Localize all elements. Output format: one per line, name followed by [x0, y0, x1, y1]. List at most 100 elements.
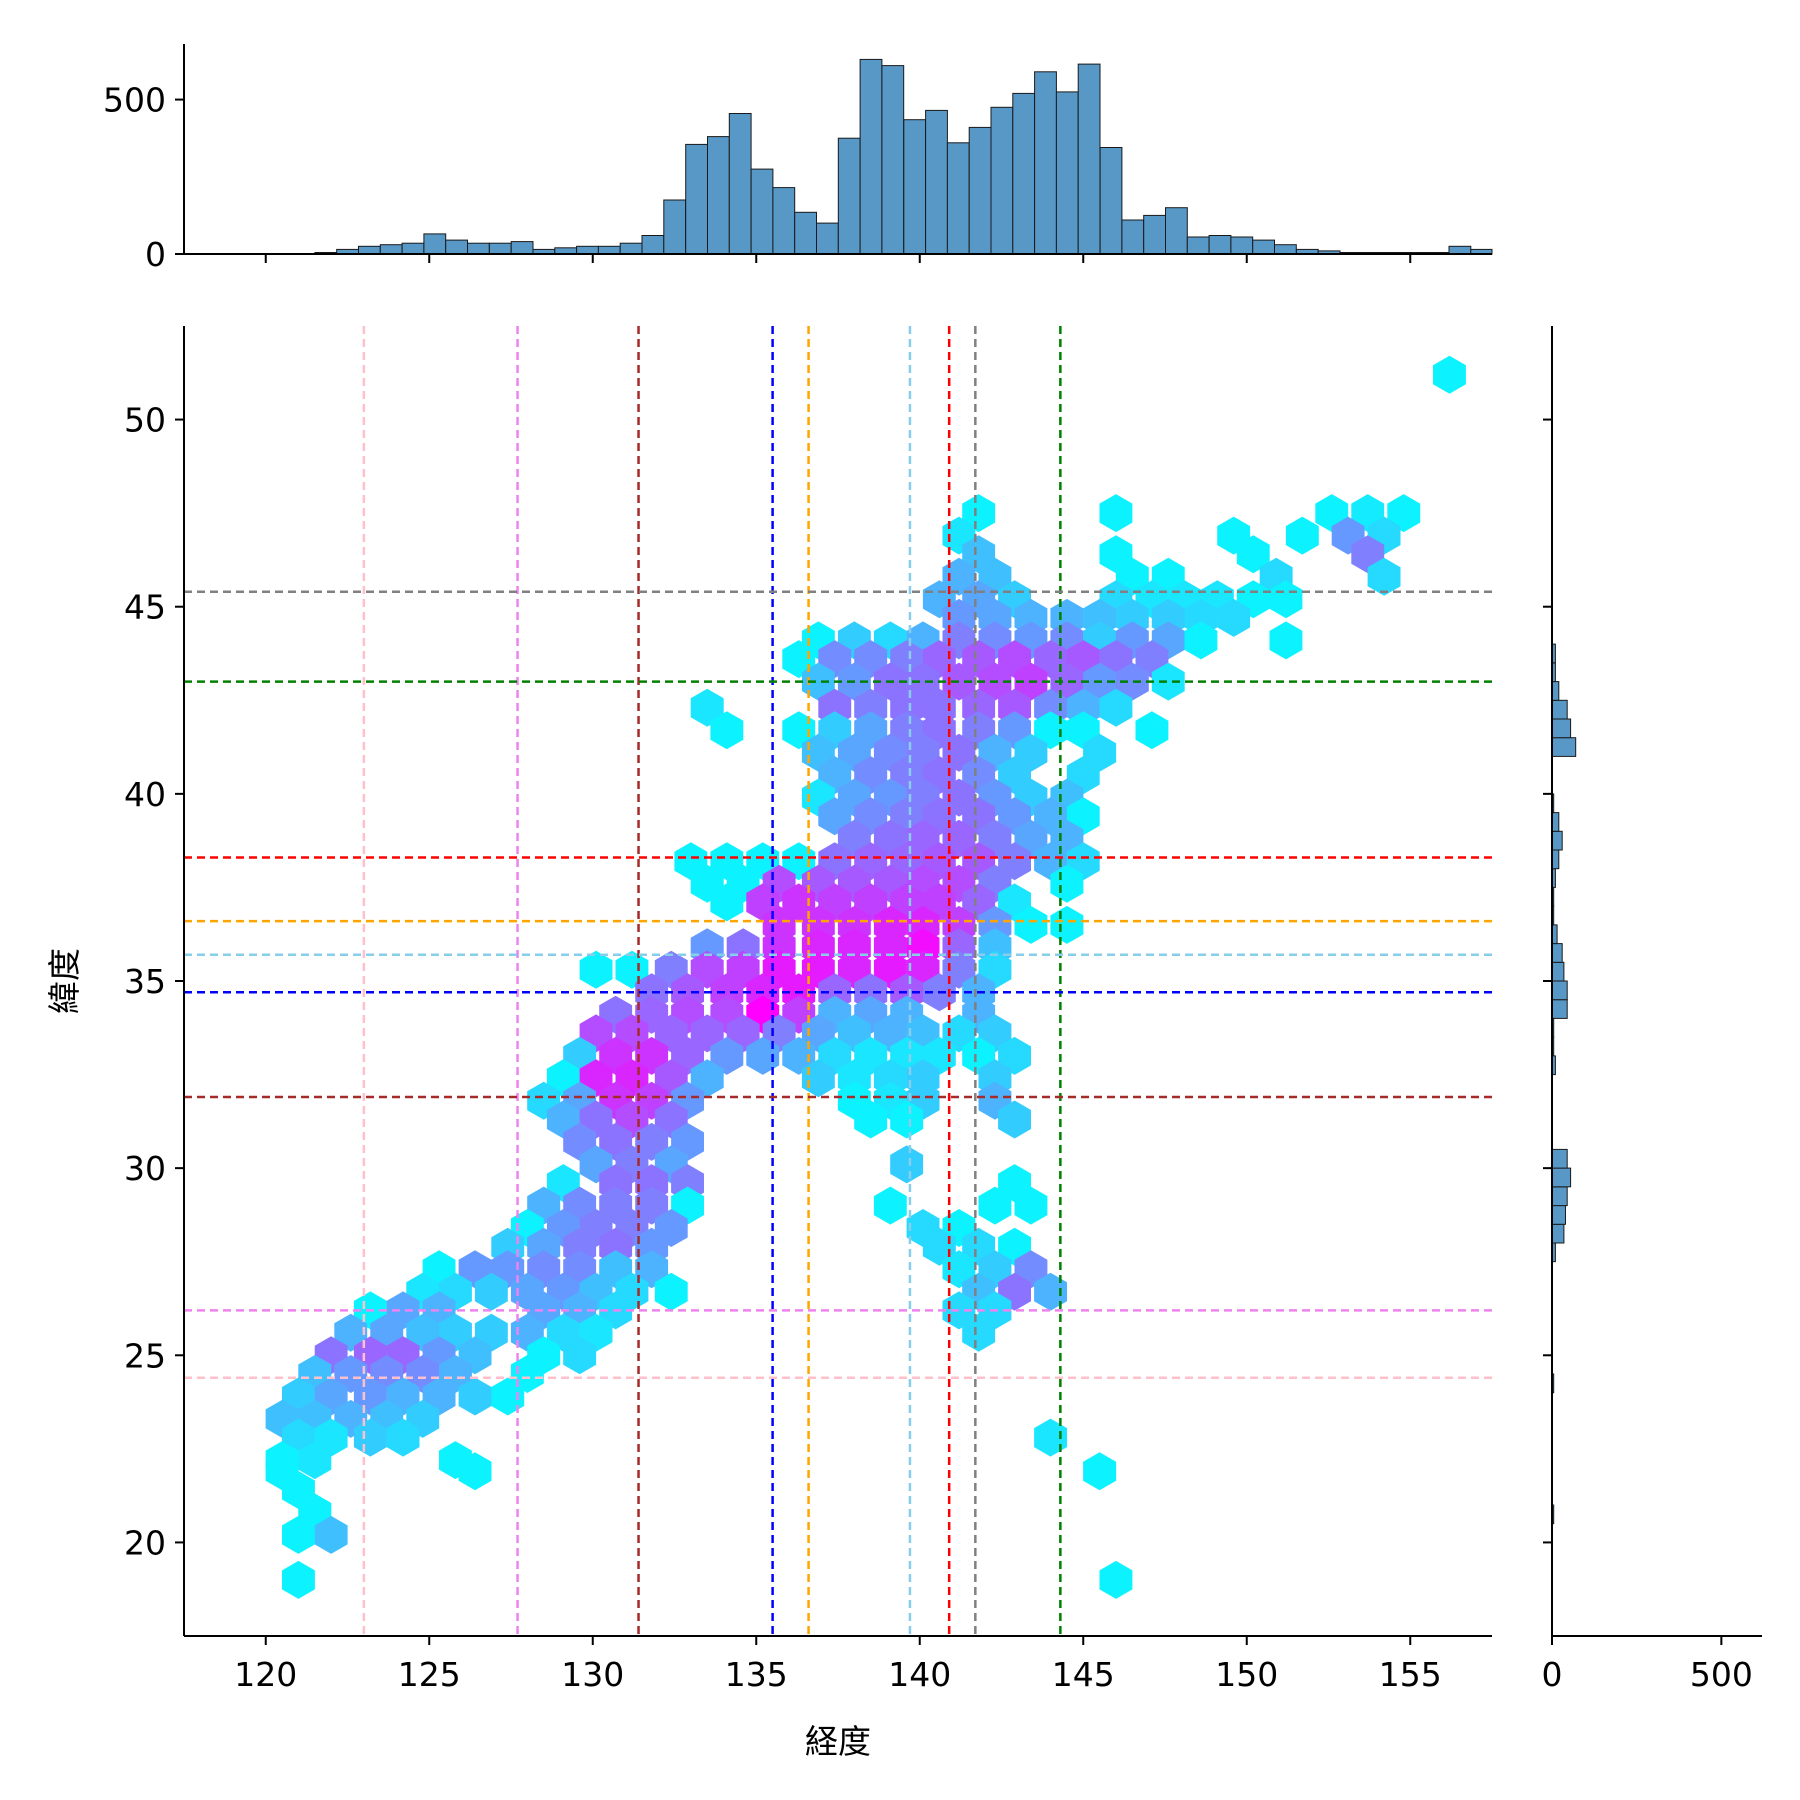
hexbin-cell-192: [942, 950, 976, 989]
hexbin-cell-267: [635, 1122, 669, 1161]
x-tick-label-6: 150: [1215, 1655, 1278, 1694]
hexbin-cell-330: [334, 1313, 368, 1352]
hexbin-cell-374: [458, 1452, 492, 1491]
top-histogram-bar-44: [1143, 214, 1166, 255]
top-histogram-bars: [314, 58, 1493, 255]
top-histogram-bar-46: [1186, 236, 1210, 255]
top-histogram-bar-58: [1448, 245, 1472, 255]
top-histogram-bar-42: [1099, 147, 1123, 255]
hexbin-cell-63: [801, 662, 835, 701]
right-histogram-bar-24: [1551, 1167, 1572, 1188]
right-histogram-bar-50: [1551, 681, 1560, 701]
hexbin-cell-129: [942, 819, 976, 858]
hexbin-cell-283: [873, 1186, 907, 1225]
hexbin-cell-378: [314, 1515, 348, 1554]
hexbin-cell-66: [906, 662, 940, 701]
top-histogram-bar-8: [358, 245, 381, 255]
top-histogram-bar-12: [445, 239, 469, 255]
hexbin-cell-238: [998, 1036, 1031, 1075]
hexbin-cell-172: [1050, 905, 1084, 944]
hexbin-cell-264: [998, 1100, 1031, 1139]
x-axis-label: 経度: [805, 1722, 871, 1761]
top-histogram-bar-18: [576, 245, 599, 255]
hexbin-cell-29: [1269, 580, 1303, 619]
hexbin-cell-8: [1285, 516, 1319, 555]
hexbin-cell-313: [474, 1272, 508, 1311]
hexbin-cell-298: [922, 1227, 956, 1266]
top-histogram-bar-43: [1121, 219, 1145, 255]
hexbin-cell-1: [962, 494, 996, 533]
right-histogram-bar-22: [1551, 1205, 1566, 1225]
top-histogram-bar-30: [837, 137, 861, 255]
right-histogram-bar-33: [1551, 999, 1568, 1019]
main-ticks: 120 125 130 135 140 145 150 155 20 25 30 35 40 45 50: [124, 401, 1442, 1694]
right-histogram-bar-34: [1551, 980, 1568, 1001]
y-tick-label-1: 25: [124, 1336, 166, 1375]
hexbin-cell-224: [942, 1014, 976, 1053]
top-histogram-bar-28: [794, 211, 818, 255]
right-histogram-bar-35: [1551, 961, 1565, 982]
hexbin-cell-15: [942, 557, 976, 596]
top-histogram-bar-20: [619, 242, 643, 255]
hexbin-cell-351: [510, 1355, 544, 1393]
y-tick-label-0: 20: [124, 1523, 166, 1562]
top-histogram-ticks: 0 500: [103, 81, 1412, 274]
hexbin-cell-94: [1135, 711, 1169, 750]
right-histogram-bar-23: [1551, 1186, 1568, 1207]
right-histogram-bars: [1551, 643, 1577, 1525]
hexbin-cell-2: [1099, 494, 1133, 533]
right-histogram-bar-43: [1551, 812, 1560, 832]
hexbin-cell-358: [491, 1377, 525, 1416]
reference-lines: [184, 326, 1492, 1636]
top-y-tick-label-0: 0: [145, 235, 166, 274]
top-histogram-bar-27: [772, 187, 796, 255]
hexbin-cell-72: [1115, 662, 1149, 701]
top-histogram-bar-23: [685, 143, 709, 255]
hexbin-cell-373: [1083, 1452, 1117, 1491]
hexbin-cell-99: [942, 733, 976, 772]
top-histogram-bar-13: [467, 242, 490, 255]
top-histogram-bar-40: [1055, 91, 1079, 255]
hexbin-cell-136: [782, 842, 816, 881]
hexbin-cell-281: [635, 1186, 669, 1225]
hexbin-cell-379: [282, 1560, 315, 1599]
top-histogram-bar-33: [903, 119, 927, 255]
hexbin-cell-74: [690, 688, 724, 727]
hexbin-cell-85: [782, 711, 816, 750]
hexbin-cell-182: [579, 950, 613, 989]
hexbin-cell-51: [1269, 621, 1303, 660]
right-x-tick-label-0: 0: [1542, 1655, 1563, 1694]
hexbin-cell-142: [998, 842, 1031, 881]
right-histogram-bar-21: [1551, 1223, 1565, 1244]
hexbin-cell-83: [1099, 688, 1133, 727]
y-axis-label: 緯度: [45, 948, 84, 1014]
y-tick-label-3: 35: [124, 962, 166, 1001]
hexbin-cell-338: [962, 1313, 996, 1352]
hexbin-cell-380: [1099, 1560, 1133, 1599]
top-histogram-bar-10: [401, 242, 425, 255]
hexbin-cell-5: [1387, 494, 1421, 533]
x-tick-label-5: 145: [1052, 1655, 1115, 1694]
hexbin-cell-308: [942, 1250, 976, 1289]
y-tick-label-6: 50: [124, 401, 166, 440]
x-tick-label-1: 125: [398, 1655, 461, 1694]
top-histogram-bar-21: [641, 235, 665, 255]
right-x-tick-label-1: 500: [1690, 1655, 1753, 1694]
right-histogram-bar-25: [1551, 1148, 1568, 1169]
top-histogram-bar-15: [510, 241, 534, 255]
right-histogram-bar-42: [1551, 830, 1563, 851]
hexbin-cell-230: [710, 1036, 744, 1075]
hexbin-cell-185: [690, 950, 724, 989]
x-tick-label-7: 155: [1379, 1655, 1442, 1694]
top-histogram-bar-24: [707, 136, 730, 255]
hexbin-cell-50: [1184, 621, 1218, 660]
top-histogram-bar-14: [488, 242, 512, 255]
x-tick-label-0: 120: [234, 1655, 297, 1694]
top-histogram-bar-25: [728, 113, 752, 255]
top-histogram-bar-48: [1230, 236, 1254, 255]
top-histogram-bar-11: [423, 233, 447, 255]
x-tick-label-4: 140: [888, 1655, 951, 1694]
hexbin-cell-84: [710, 711, 744, 750]
hexbin-cell-377: [282, 1515, 315, 1554]
hexbin-cell-13: [1236, 535, 1270, 574]
